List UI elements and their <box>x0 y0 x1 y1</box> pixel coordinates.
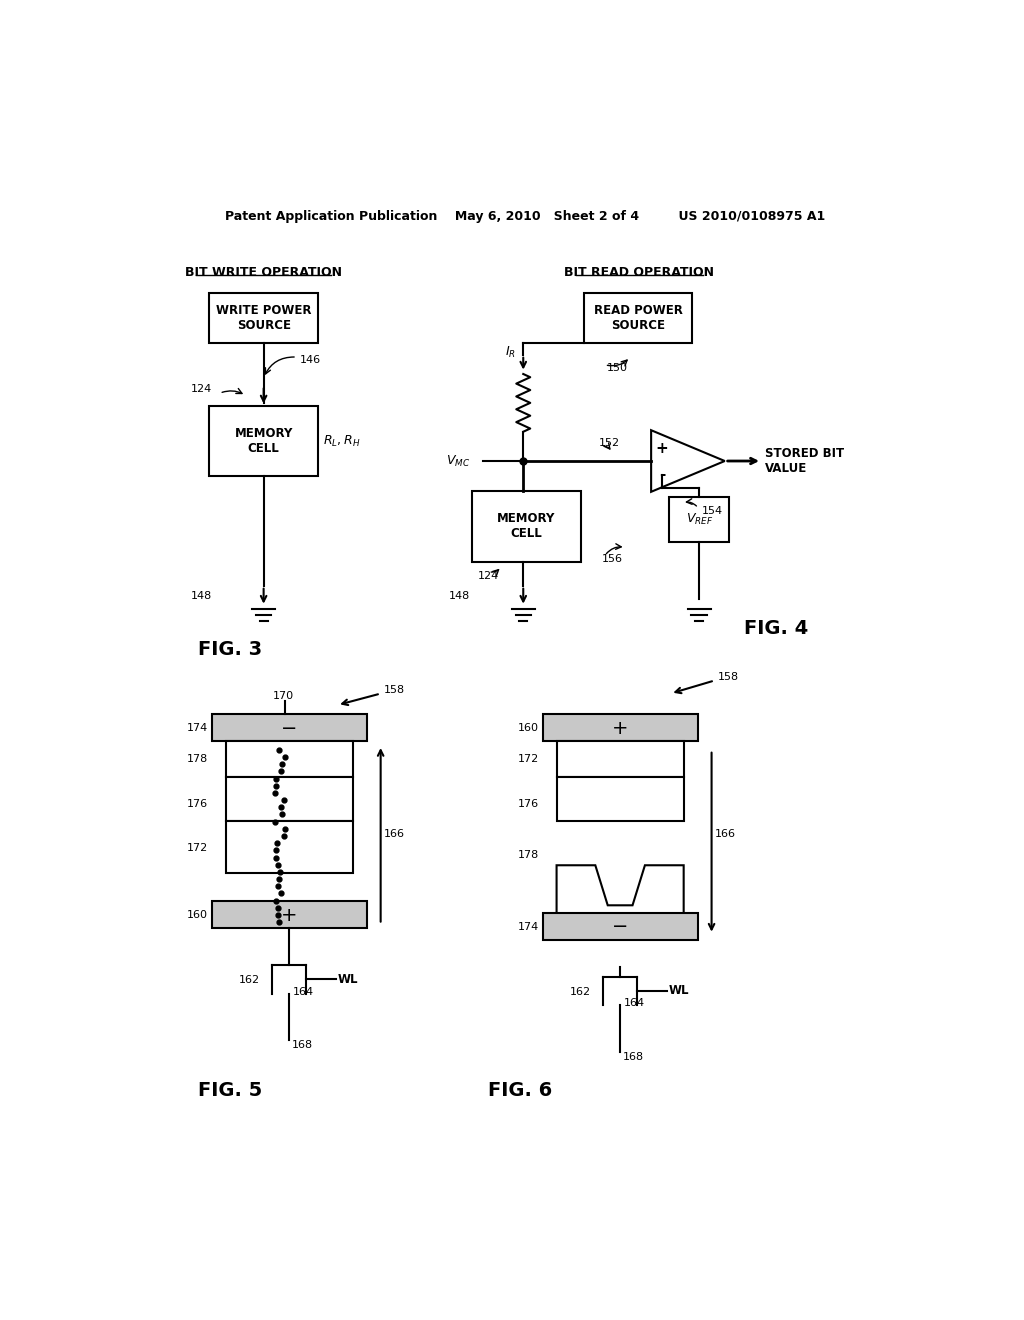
Bar <box>557 742 684 776</box>
Text: 150: 150 <box>607 363 628 372</box>
Text: BIT READ OPERATION: BIT READ OPERATION <box>564 265 715 279</box>
Text: $V_{REF}$: $V_{REF}$ <box>685 512 713 527</box>
Text: WL: WL <box>338 973 358 986</box>
Text: 158: 158 <box>718 672 739 681</box>
Text: FIG. 3: FIG. 3 <box>198 640 262 659</box>
Bar <box>209 407 317 475</box>
Text: STORED BIT
VALUE: STORED BIT VALUE <box>765 447 844 475</box>
Bar <box>212 902 367 928</box>
Text: 168: 168 <box>624 1052 644 1063</box>
Text: 172: 172 <box>186 842 208 853</box>
Bar <box>543 913 697 940</box>
Text: $I_R$: $I_R$ <box>505 345 515 360</box>
Text: READ POWER
SOURCE: READ POWER SOURCE <box>594 304 682 333</box>
Bar <box>584 293 692 343</box>
Text: 148: 148 <box>190 591 212 601</box>
Text: 162: 162 <box>569 986 591 997</box>
Text: 160: 160 <box>518 723 539 733</box>
Bar <box>209 293 317 343</box>
Text: 178: 178 <box>186 754 208 764</box>
Text: 176: 176 <box>186 799 208 809</box>
Text: 166: 166 <box>715 829 735 840</box>
Bar <box>543 714 697 742</box>
Bar <box>225 776 352 821</box>
Text: 164: 164 <box>624 998 645 1008</box>
Text: +: + <box>655 441 669 457</box>
Text: BIT WRITE OPERATION: BIT WRITE OPERATION <box>185 265 342 279</box>
Text: $V_{MC}$: $V_{MC}$ <box>446 454 471 469</box>
Bar <box>225 821 352 873</box>
Text: 164: 164 <box>293 986 314 997</box>
Text: 152: 152 <box>599 438 621 449</box>
Text: −: − <box>612 917 629 936</box>
Polygon shape <box>557 866 684 923</box>
Polygon shape <box>651 430 725 492</box>
Text: WL: WL <box>669 985 689 998</box>
Text: FIG. 6: FIG. 6 <box>488 1081 553 1100</box>
Text: +: + <box>612 718 629 738</box>
Text: 170: 170 <box>272 690 294 701</box>
Bar <box>212 714 367 742</box>
Text: 178: 178 <box>517 850 539 861</box>
Text: WRITE POWER
SOURCE: WRITE POWER SOURCE <box>216 304 311 333</box>
Text: +: + <box>281 906 297 925</box>
Text: 176: 176 <box>517 799 539 809</box>
Bar <box>472 491 581 562</box>
Text: 158: 158 <box>384 685 404 694</box>
Text: MEMORY
CELL: MEMORY CELL <box>234 426 293 455</box>
Text: 146: 146 <box>300 355 322 366</box>
Text: 160: 160 <box>186 911 208 920</box>
Text: 148: 148 <box>450 591 471 601</box>
Text: 174: 174 <box>186 723 208 733</box>
Text: 174: 174 <box>517 921 539 932</box>
Text: 124: 124 <box>190 384 212 395</box>
Text: 156: 156 <box>602 554 624 564</box>
Text: FIG. 4: FIG. 4 <box>744 619 808 638</box>
Text: $R_L, R_H$: $R_L, R_H$ <box>324 434 360 449</box>
Text: 154: 154 <box>701 506 723 516</box>
Text: MEMORY
CELL: MEMORY CELL <box>498 512 556 540</box>
Text: FIG. 5: FIG. 5 <box>198 1081 262 1100</box>
Text: −: − <box>281 718 297 738</box>
Text: 172: 172 <box>517 754 539 764</box>
Text: 162: 162 <box>239 975 260 985</box>
Text: 124: 124 <box>478 570 500 581</box>
Text: 168: 168 <box>292 1040 313 1051</box>
Bar <box>557 776 684 821</box>
Text: Patent Application Publication    May 6, 2010   Sheet 2 of 4         US 2010/010: Patent Application Publication May 6, 20… <box>224 210 825 223</box>
Text: -: - <box>658 467 666 482</box>
Bar <box>669 498 729 543</box>
Text: 166: 166 <box>384 829 404 840</box>
Bar <box>225 742 352 776</box>
